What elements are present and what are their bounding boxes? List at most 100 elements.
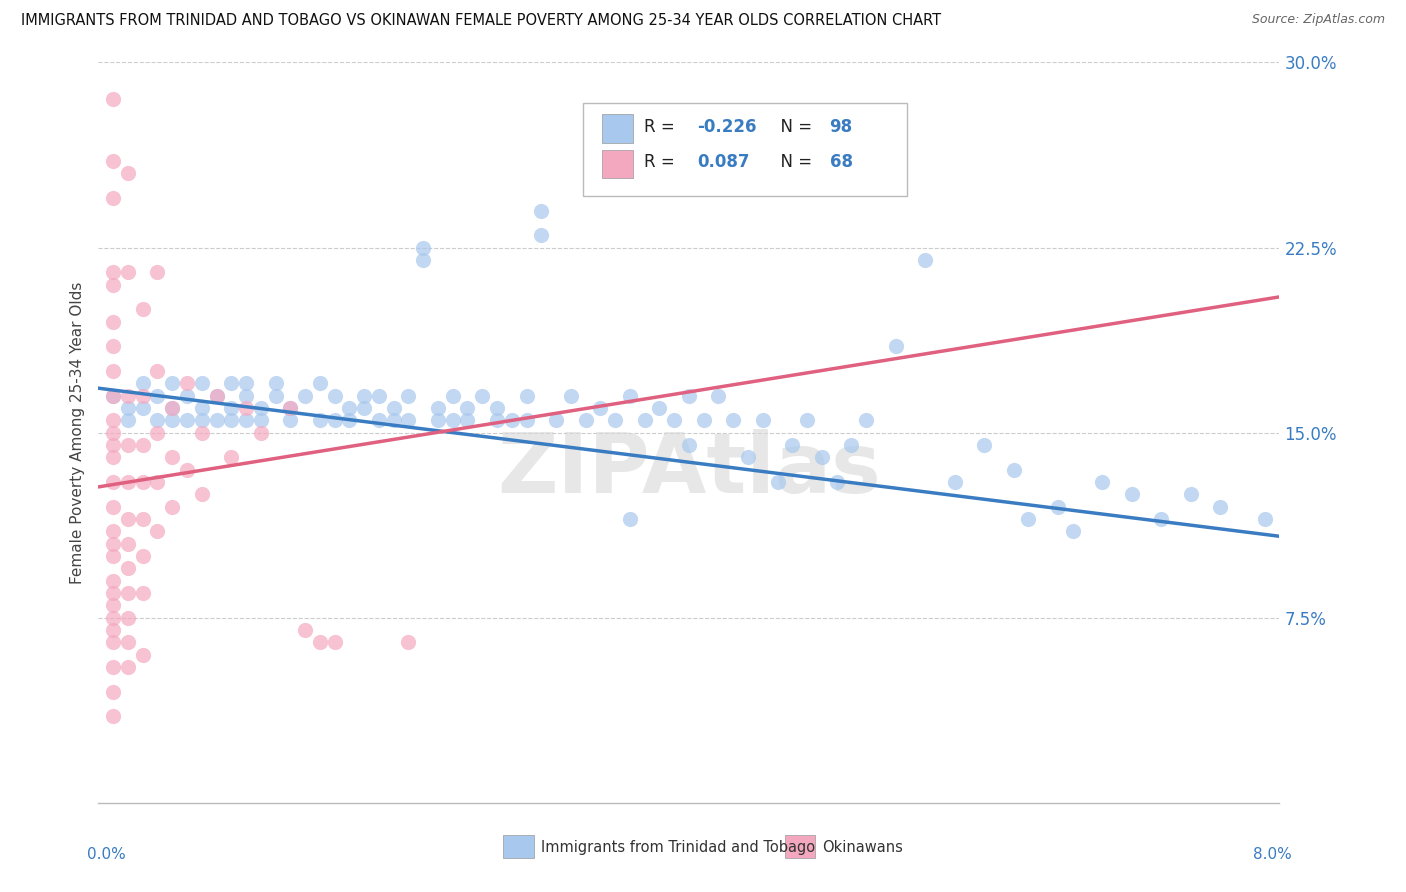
Point: [264, 376, 287, 391]
Point: [678, 388, 700, 402]
Point: [250, 413, 273, 427]
Point: [398, 413, 420, 427]
Point: [280, 401, 302, 415]
Point: [309, 413, 332, 427]
Point: [723, 413, 745, 427]
Point: [205, 388, 228, 402]
Point: [103, 475, 125, 489]
Point: [162, 376, 183, 391]
Point: [117, 475, 139, 489]
Point: [103, 154, 125, 169]
Point: [146, 413, 169, 427]
Point: [103, 339, 125, 353]
Point: [427, 401, 450, 415]
Point: [1002, 462, 1025, 476]
Point: [339, 401, 361, 415]
Point: [103, 574, 125, 588]
Point: [146, 425, 169, 440]
Point: [412, 240, 434, 255]
Point: [634, 413, 657, 427]
Point: [162, 413, 183, 427]
Point: [117, 413, 139, 427]
Point: [914, 252, 936, 267]
Point: [589, 401, 612, 415]
Point: [176, 413, 198, 427]
Point: [309, 376, 332, 391]
Point: [752, 413, 775, 427]
Point: [250, 401, 273, 415]
Point: [811, 450, 834, 465]
Text: ZIPAtlas: ZIPAtlas: [496, 429, 882, 510]
Point: [103, 524, 125, 539]
Point: [103, 549, 125, 563]
Point: [1254, 512, 1277, 526]
Point: [457, 413, 479, 427]
Point: [117, 635, 139, 649]
Point: [176, 388, 198, 402]
Point: [1062, 524, 1084, 539]
Point: [457, 401, 479, 415]
Point: [353, 388, 375, 402]
Point: [176, 462, 198, 476]
Text: Immigrants from Trinidad and Tobago: Immigrants from Trinidad and Tobago: [541, 840, 815, 855]
Point: [943, 475, 966, 489]
Point: [250, 425, 273, 440]
Point: [117, 586, 139, 600]
Point: [884, 339, 907, 353]
Point: [294, 623, 316, 637]
Point: [132, 549, 155, 563]
Point: [693, 413, 716, 427]
Point: [516, 413, 538, 427]
Point: [132, 586, 155, 600]
Point: [117, 512, 139, 526]
Point: [382, 401, 405, 415]
Point: [103, 92, 125, 106]
Point: [1018, 512, 1040, 526]
Point: [235, 388, 257, 402]
Point: [103, 586, 125, 600]
Point: [103, 314, 125, 328]
Text: 68: 68: [830, 153, 852, 171]
Text: 0.087: 0.087: [697, 153, 749, 171]
Point: [132, 302, 155, 317]
Point: [412, 252, 434, 267]
Point: [103, 388, 125, 402]
Point: [605, 413, 627, 427]
Point: [737, 450, 759, 465]
Point: [103, 265, 125, 279]
Point: [1150, 512, 1173, 526]
Point: [132, 648, 155, 662]
Point: [162, 500, 183, 514]
Point: [117, 265, 139, 279]
Point: [205, 413, 228, 427]
Point: [398, 388, 420, 402]
Point: [353, 401, 375, 415]
Point: [1209, 500, 1232, 514]
Point: [368, 388, 391, 402]
Point: [619, 388, 641, 402]
Point: [117, 610, 139, 624]
Point: [103, 610, 125, 624]
Point: [221, 376, 243, 391]
Point: [191, 413, 214, 427]
Text: 98: 98: [830, 118, 852, 136]
Point: [841, 438, 863, 452]
Point: [294, 388, 316, 402]
Point: [339, 413, 361, 427]
Text: Okinawans: Okinawans: [823, 840, 904, 855]
Point: [117, 166, 139, 180]
Point: [471, 388, 494, 402]
Point: [221, 450, 243, 465]
Point: [323, 388, 346, 402]
Point: [132, 475, 155, 489]
Point: [103, 709, 125, 723]
Y-axis label: Female Poverty Among 25-34 Year Olds: Female Poverty Among 25-34 Year Olds: [69, 282, 84, 583]
Point: [132, 512, 155, 526]
Point: [264, 388, 287, 402]
Point: [766, 475, 789, 489]
Point: [235, 401, 257, 415]
Point: [103, 623, 125, 637]
Point: [103, 388, 125, 402]
Point: [368, 413, 391, 427]
Point: [323, 635, 346, 649]
